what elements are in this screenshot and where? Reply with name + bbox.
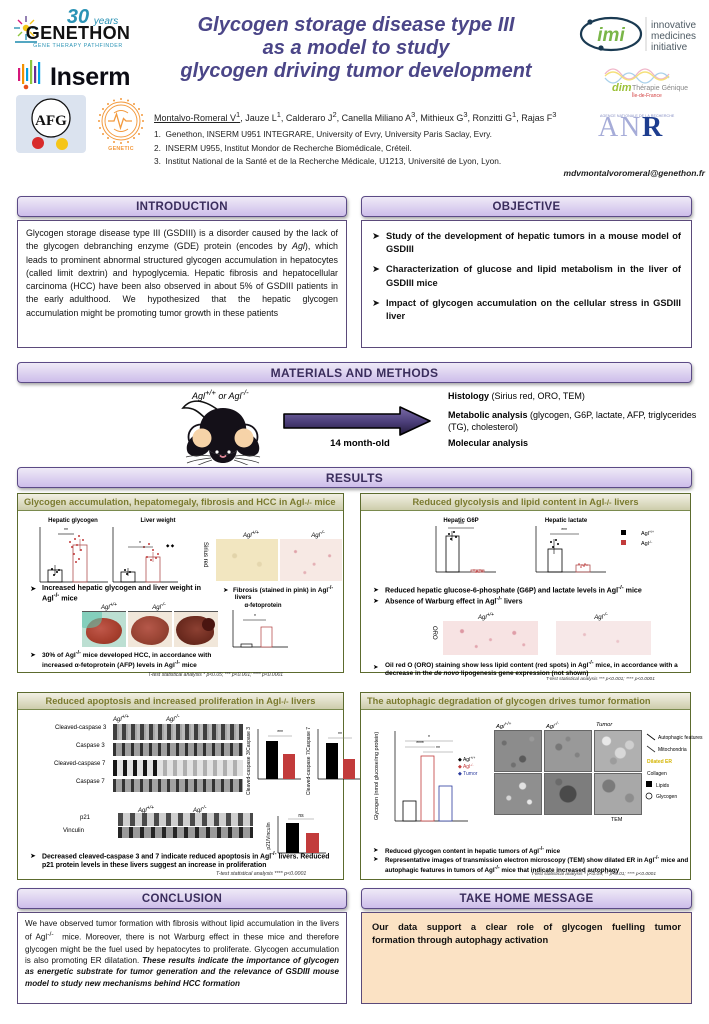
svg-text:Cleaved-caspase 3/Caspase 3: Cleaved-caspase 3/Caspase 3	[246, 727, 252, 795]
svg-text:N: N	[620, 112, 640, 140]
svg-text:Lipids: Lipids	[656, 783, 670, 789]
svg-text:AFG: AFG	[35, 113, 67, 129]
svg-text:*: *	[139, 541, 141, 547]
svg-text:Île-de-France: Île-de-France	[631, 92, 662, 99]
svg-text:◆ Agl+/+: ◆ Agl+/+	[458, 756, 475, 763]
svg-text:Agl+/+: Agl+/+	[641, 530, 654, 537]
svg-text:R: R	[642, 112, 663, 140]
svg-text:Glycogen (nmol glucose/mg prot: Glycogen (nmol glucose/mg protein)	[374, 732, 380, 821]
svg-text:initiative: initiative	[651, 42, 688, 53]
svg-text:medicines: medicines	[651, 31, 696, 42]
svg-text:Glycogen: Glycogen	[656, 794, 677, 800]
svg-text:innovative: innovative	[651, 20, 696, 31]
svg-text:◆ Agl-/-: ◆ Agl-/-	[458, 763, 474, 770]
svg-text:dim: dim	[612, 82, 632, 94]
svg-text:imi: imi	[597, 25, 625, 46]
svg-text:Hepatic glycogen: Hepatic glycogen	[48, 518, 98, 524]
svg-text:GENETHON: GENETHON	[26, 23, 130, 43]
svg-text:***: ***	[277, 730, 283, 736]
svg-text:◆ ◆: ◆ ◆	[166, 543, 175, 548]
svg-text:α-fetoprotein: α-fetoprotein	[244, 603, 281, 609]
svg-text:◆ Tumor: ◆ Tumor	[458, 771, 478, 777]
svg-text:Autophagic features: Autophagic features	[658, 735, 703, 741]
svg-text:GENETIC: GENETIC	[108, 146, 134, 152]
svg-text:Inserm: Inserm	[50, 63, 130, 91]
svg-text:***: ***	[458, 522, 464, 528]
svg-text:Dilated ER: Dilated ER	[647, 759, 672, 765]
svg-text:Agl-/-: Agl-/-	[641, 540, 653, 547]
svg-text:Liver weight: Liver weight	[140, 518, 175, 524]
svg-text:****: ****	[416, 741, 424, 747]
svg-text:***: ***	[561, 528, 567, 534]
svg-text:**: **	[436, 746, 440, 752]
svg-text:Collagen: Collagen	[647, 771, 667, 777]
svg-text:ns: ns	[298, 813, 304, 819]
svg-text:**: **	[338, 732, 342, 738]
svg-text:GENE THERAPY PATHFINDER: GENE THERAPY PATHFINDER	[33, 43, 123, 49]
svg-text:Thérapie Génique: Thérapie Génique	[632, 85, 688, 92]
svg-text:Cleaved-caspase 7/Caspase 7: Cleaved-caspase 7/Caspase 7	[306, 727, 312, 795]
svg-text:**: **	[64, 528, 68, 534]
svg-text:p21/Vinculin: p21/Vinculin	[266, 822, 272, 849]
svg-text:Hepatic lactate: Hepatic lactate	[545, 518, 588, 524]
svg-text:*: *	[254, 614, 256, 620]
svg-text:Mitochondria: Mitochondria	[658, 747, 687, 753]
svg-text:*: *	[428, 735, 430, 741]
